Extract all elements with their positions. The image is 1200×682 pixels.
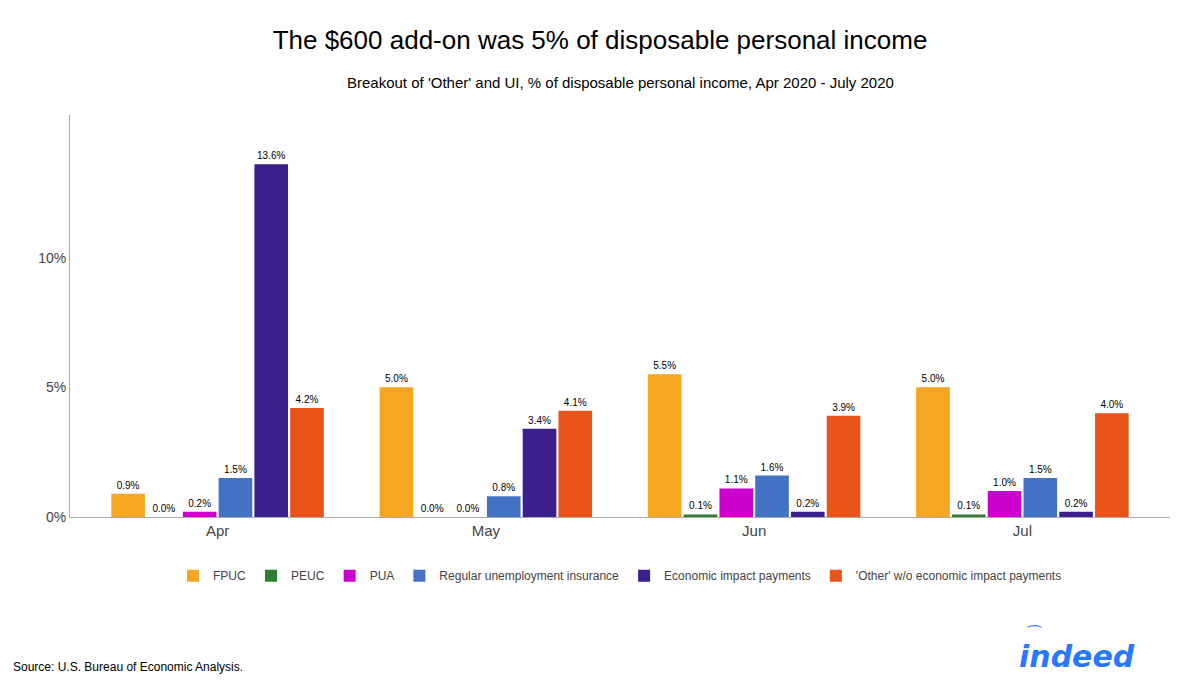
svg-text:5.5%: 5.5%	[653, 360, 676, 371]
svg-text:0.1%: 0.1%	[957, 500, 980, 511]
svg-text:1.5%: 1.5%	[224, 464, 247, 475]
svg-text:0.2%: 0.2%	[1065, 498, 1088, 509]
svg-text:5%: 5%	[46, 379, 66, 395]
svg-text:0.0%: 0.0%	[152, 503, 175, 514]
svg-text:Regular unemployment insurance: Regular unemployment insurance	[439, 569, 619, 583]
svg-text:0.2%: 0.2%	[188, 498, 211, 509]
svg-text:The $600 add-on was 5% of disp: The $600 add-on was 5% of disposable per…	[273, 25, 928, 55]
svg-text:indeed: indeed	[1019, 639, 1135, 674]
svg-text:PEUC: PEUC	[291, 569, 325, 583]
svg-text:0.1%: 0.1%	[689, 500, 712, 511]
svg-text:4.2%: 4.2%	[296, 394, 319, 405]
svg-text:PUA: PUA	[370, 569, 395, 583]
svg-text:3.9%: 3.9%	[832, 402, 855, 413]
svg-text:0.2%: 0.2%	[796, 498, 819, 509]
svg-text:FPUC: FPUC	[213, 569, 246, 583]
svg-text:5.0%: 5.0%	[385, 373, 408, 384]
svg-text:10%: 10%	[38, 250, 66, 266]
svg-text:3.4%: 3.4%	[528, 415, 551, 426]
svg-text:0.0%: 0.0%	[457, 503, 480, 514]
svg-text:⁀: ⁀	[1027, 624, 1042, 644]
svg-text:Source: U.S. Bureau of Economi: Source: U.S. Bureau of Economic Analysis…	[13, 660, 243, 674]
svg-text:1.0%: 1.0%	[993, 477, 1016, 488]
svg-text:May: May	[472, 522, 501, 539]
svg-text:1.5%: 1.5%	[1029, 464, 1052, 475]
svg-text:0.9%: 0.9%	[117, 480, 140, 491]
svg-text:Jun: Jun	[742, 522, 766, 539]
svg-text:'Other' w/o economic impact pa: 'Other' w/o economic impact payments	[856, 569, 1061, 583]
svg-text:5.0%: 5.0%	[922, 373, 945, 384]
svg-text:13.6%: 13.6%	[257, 150, 285, 161]
svg-text:0.0%: 0.0%	[421, 503, 444, 514]
svg-text:0.8%: 0.8%	[492, 482, 515, 493]
svg-text:Economic impact payments: Economic impact payments	[664, 569, 811, 583]
svg-text:4.1%: 4.1%	[564, 397, 587, 408]
svg-text:0%: 0%	[46, 509, 66, 525]
svg-text:1.1%: 1.1%	[725, 474, 748, 485]
svg-text:1.6%: 1.6%	[761, 462, 784, 473]
svg-text:Jul: Jul	[1013, 522, 1032, 539]
svg-text:Breakout of 'Other' and UI, %: Breakout of 'Other' and UI, % of disposa…	[347, 74, 894, 91]
svg-text:Apr: Apr	[206, 522, 229, 539]
svg-text:4.0%: 4.0%	[1100, 399, 1123, 410]
